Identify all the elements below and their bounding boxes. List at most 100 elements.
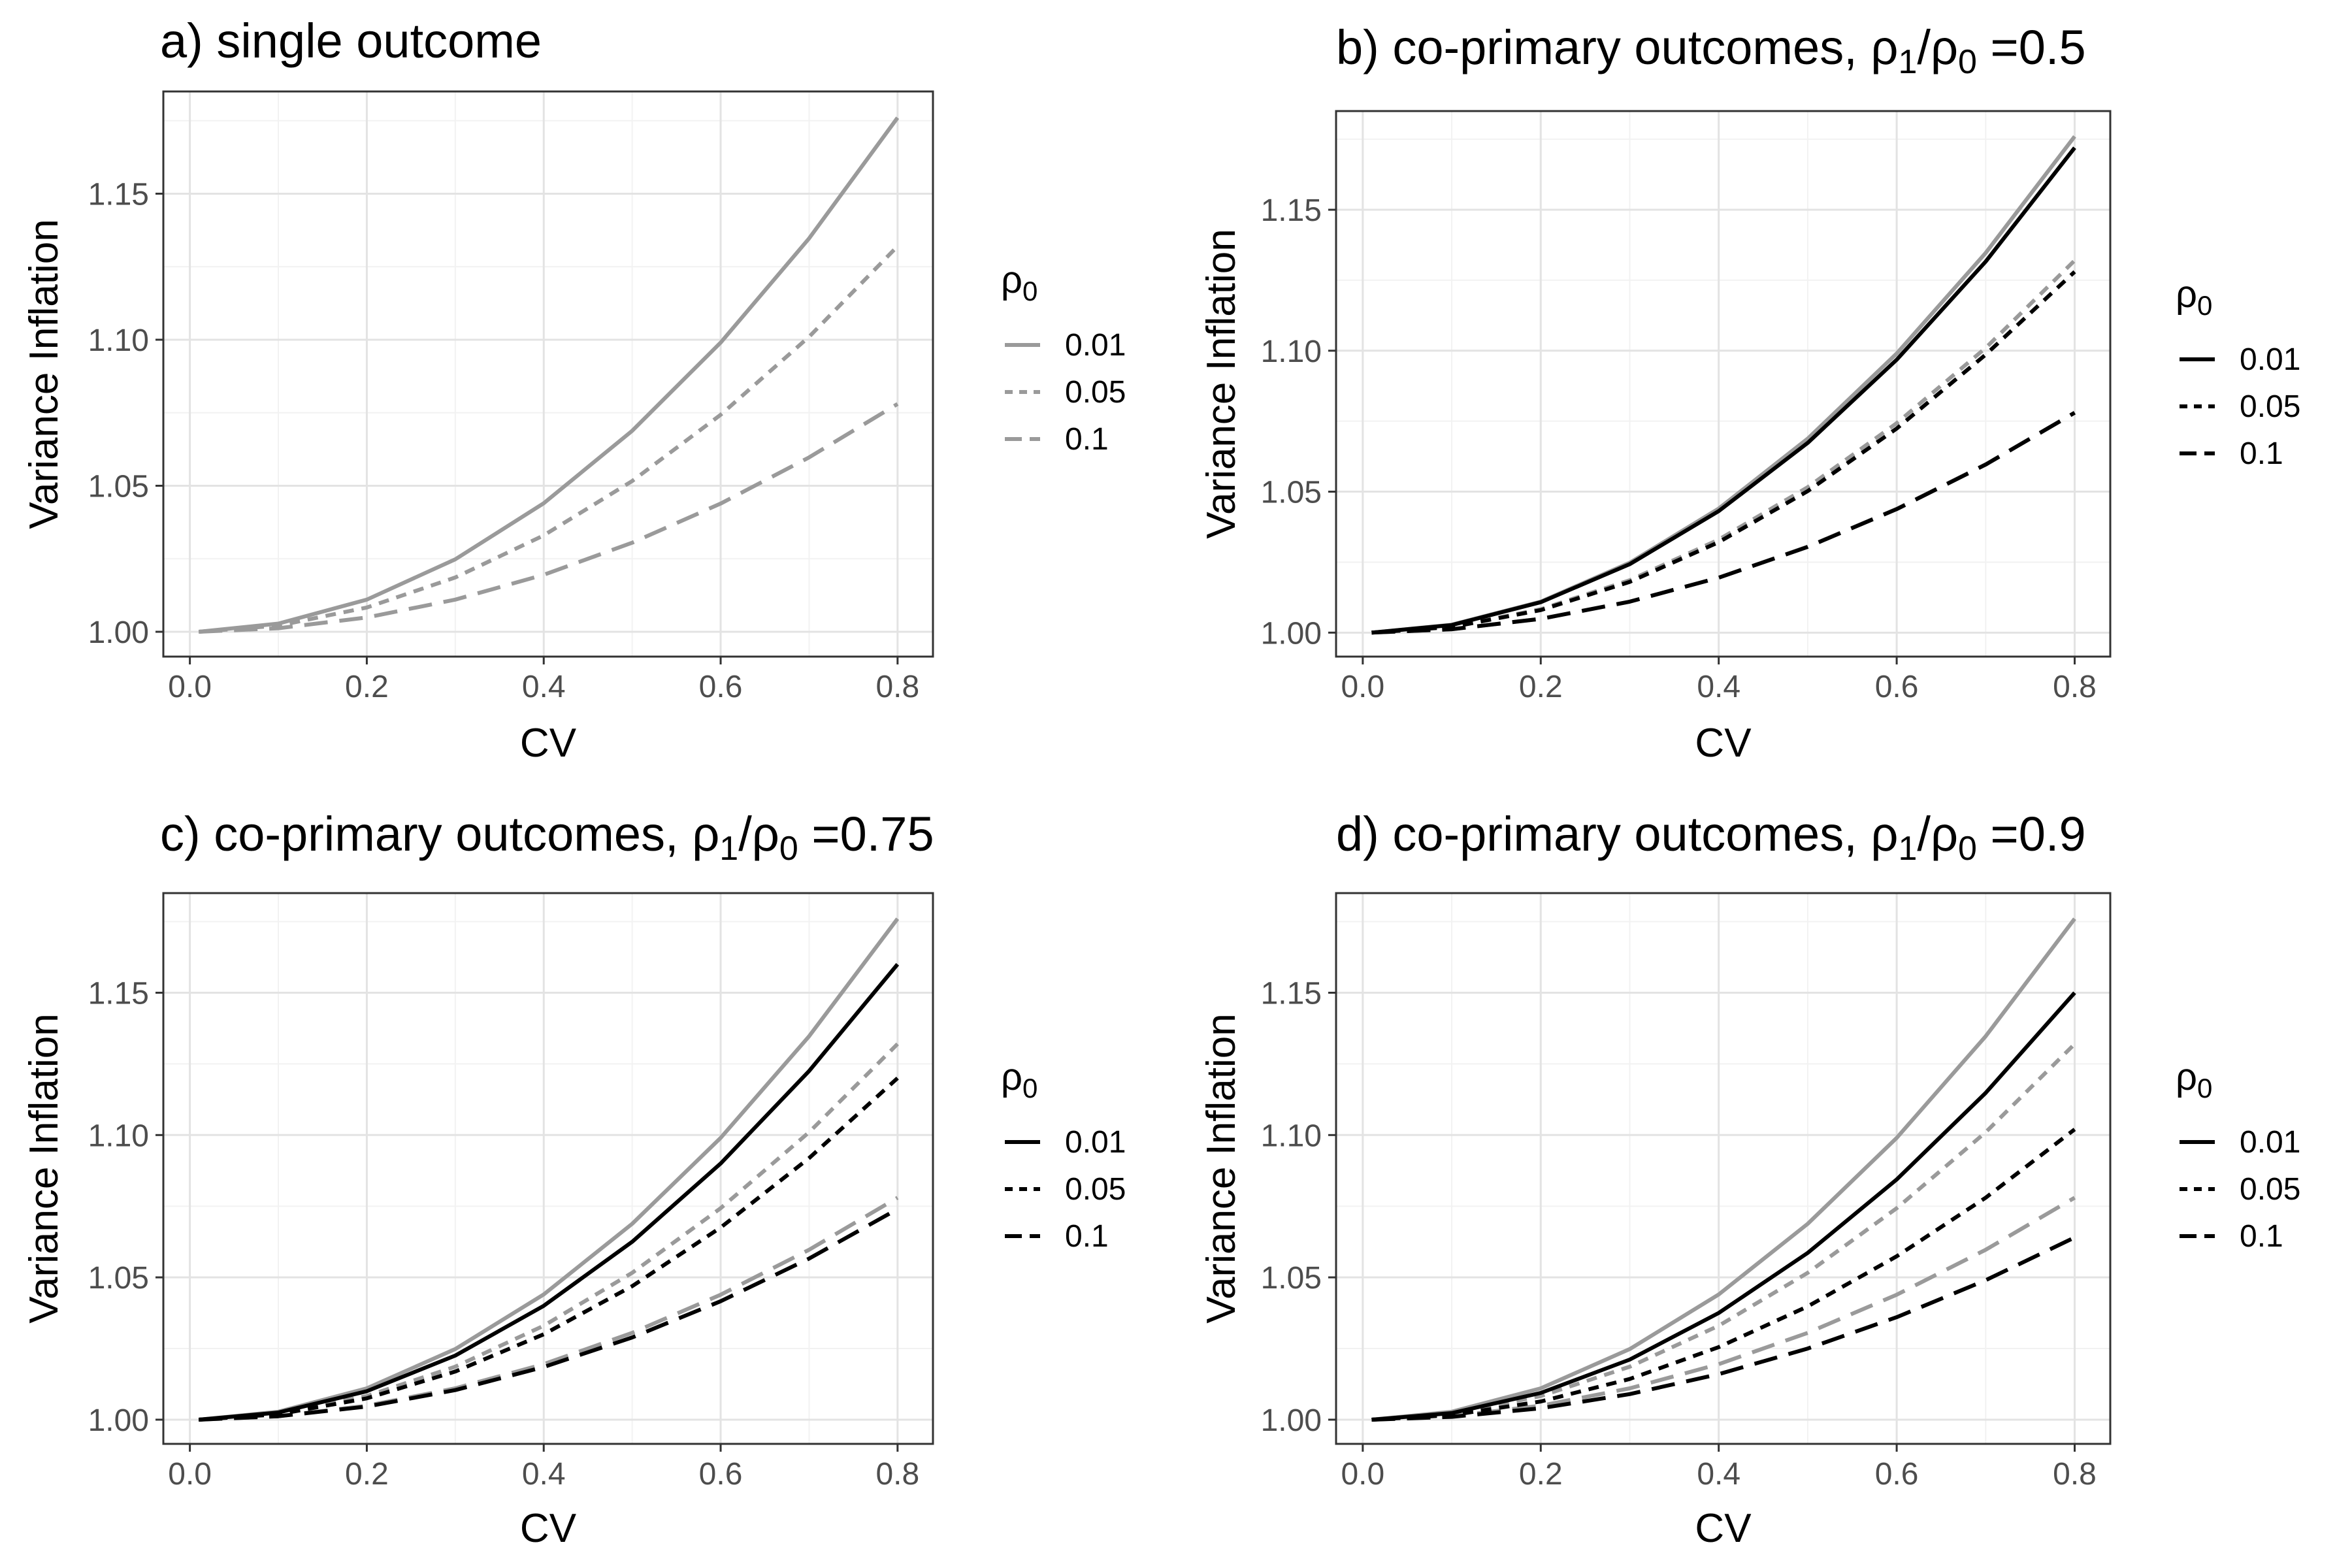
x-tick-label: 0.2 [1519, 670, 1563, 704]
series-line-1 [1371, 135, 2076, 635]
x-tick-label: 0.4 [1697, 670, 1740, 704]
panel-2: b) co-primary outcomes, ρ1/ρ0 =0.50.0 0.2… [1199, 20, 2300, 766]
legend-title-subscript: 0 [1022, 276, 1037, 306]
legend-label-2: 0.05 [2240, 389, 2300, 424]
x-tick-label: 0.4 [522, 1457, 566, 1492]
legend-title-main: ρ [2176, 273, 2197, 316]
title-part: a) single outcome [160, 14, 542, 68]
panel-border [162, 892, 934, 1445]
panel-title: b) co-primary outcomes, ρ1/ρ0 =0.5 [1336, 20, 2086, 81]
title-part: =0.5 [1977, 20, 2086, 74]
panel-title: a) single outcome [160, 14, 542, 68]
panel-4: d) co-primary outcomes, ρ1/ρ0 =0.90.0 0.2… [1199, 807, 2300, 1551]
series-line-6 [199, 1207, 899, 1422]
panel-border [1335, 892, 2112, 1445]
series-line-3 [1371, 411, 2076, 635]
title-part: / [1917, 807, 1931, 861]
title-part: =0.9 [1977, 807, 2086, 861]
legend-label-3: 0.1 [2240, 436, 2283, 471]
x-tick-label: 0.6 [699, 1457, 743, 1492]
x-tick-label: 0.0 [168, 1457, 212, 1492]
x-tick-label: 0.0 [168, 670, 212, 704]
series-line-6 [1371, 1235, 2076, 1422]
y-tick-label: 1.15 [88, 177, 149, 212]
series-line-3 [199, 1196, 899, 1422]
x-tick-label: 0.0 [1341, 1457, 1384, 1492]
y-tick-label: 1.05 [88, 469, 149, 504]
legend-title-subscript: 0 [1022, 1073, 1037, 1103]
y-axis-title: Variance Inflation [22, 219, 67, 529]
legend-label-1: 0.01 [1065, 1125, 1126, 1160]
legend-title: ρ0 [2176, 1056, 2212, 1103]
x-tick-label: 0.6 [1875, 1457, 1919, 1492]
x-tick-label: 0.4 [522, 670, 566, 704]
legend-title-main: ρ [1001, 1056, 1022, 1098]
title-part: ρ [1931, 20, 1958, 74]
series-line-6 [1371, 411, 2076, 635]
title-subscript: 0 [1958, 43, 1977, 81]
title-part: ρ [1870, 20, 1898, 74]
panel-border [1335, 110, 2112, 658]
title-subscript: 1 [1898, 830, 1917, 868]
legend: ρ0 0.01 0.05 0.1 [2176, 1056, 2300, 1254]
x-tick-label: 0.6 [1875, 670, 1919, 704]
series-line-4 [198, 962, 900, 1422]
y-axis-title: Variance Inflation [22, 1013, 67, 1323]
legend-title-subscript: 0 [2197, 290, 2212, 321]
title-subscript: 1 [719, 830, 738, 868]
x-tick-label: 0.6 [699, 670, 743, 704]
legend-label-1: 0.01 [2240, 342, 2300, 377]
series-line-5 [1371, 270, 2076, 635]
panel-title: d) co-primary outcomes, ρ1/ρ0 =0.9 [1336, 807, 2086, 868]
legend-title: ρ0 [2176, 273, 2212, 321]
y-tick-label: 1.15 [1261, 976, 1322, 1011]
title-part: ρ [1870, 807, 1898, 861]
y-tick-label: 1.05 [88, 1261, 149, 1296]
title-part: / [738, 807, 752, 861]
legend-label-2: 0.05 [2240, 1172, 2300, 1207]
y-axis-title: Variance Inflation [1199, 1013, 1244, 1323]
y-tick-label: 1.15 [1261, 193, 1322, 228]
x-tick-label: 0.8 [875, 670, 919, 704]
title-part: ρ [692, 807, 719, 861]
y-tick-label: 1.00 [88, 615, 149, 650]
x-tick-label: 0.8 [875, 1457, 919, 1492]
title-part: / [1917, 20, 1931, 74]
legend-label-3: 0.1 [1065, 1219, 1109, 1254]
series-line-1 [198, 116, 900, 634]
title-subscript: 0 [779, 830, 798, 868]
y-tick-label: 1.10 [88, 1119, 149, 1153]
legend-title-main: ρ [2176, 1056, 2197, 1098]
legend-title: ρ0 [1001, 1056, 1037, 1103]
title-subscript: 1 [1898, 43, 1917, 81]
x-tick-label: 0.0 [1341, 670, 1384, 704]
panel-border [162, 90, 934, 658]
legend-label-1: 0.01 [2240, 1125, 2300, 1160]
legend-title: ρ0 [1001, 259, 1037, 306]
panel-title: c) co-primary outcomes, ρ1/ρ0 =0.75 [160, 807, 934, 868]
legend: ρ0 0.01 0.05 0.1 [1001, 259, 1126, 457]
series-line-1 [198, 917, 900, 1422]
legend-label-1: 0.01 [1065, 328, 1126, 363]
y-tick-label: 1.05 [1261, 1261, 1322, 1296]
x-tick-label: 0.8 [2053, 670, 2097, 704]
y-tick-label: 1.10 [1261, 335, 1322, 369]
panel-1: a) single outcome 0.0 0.2 0.4 0.6 0.8 1.00 1.05… [22, 14, 1126, 766]
legend-label-3: 0.1 [2240, 1219, 2283, 1254]
legend: ρ0 0.01 0.05 0.1 [2176, 273, 2300, 471]
series-line-5 [1371, 1128, 2076, 1422]
y-tick-label: 1.10 [88, 323, 149, 358]
series-line-4 [1371, 991, 2076, 1422]
x-axis-title: CV [520, 721, 577, 766]
x-tick-label: 0.8 [2053, 1457, 2097, 1492]
series-line-5 [198, 1076, 899, 1422]
legend-label-3: 0.1 [1065, 422, 1109, 457]
title-part: b) co-primary outcomes, [1336, 20, 1870, 74]
series-line-3 [199, 402, 899, 634]
x-tick-label: 0.2 [345, 670, 389, 704]
y-tick-label: 1.00 [88, 1403, 149, 1438]
series-line-2 [198, 244, 899, 634]
legend-label-2: 0.05 [1065, 375, 1126, 410]
series-line-1 [1371, 917, 2076, 1422]
